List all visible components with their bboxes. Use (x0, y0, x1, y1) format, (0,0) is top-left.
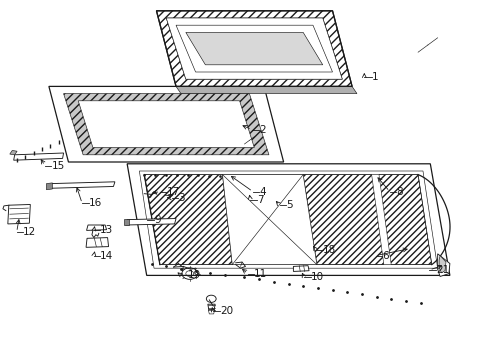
Text: 6: 6 (382, 251, 388, 261)
Polygon shape (46, 183, 52, 190)
Text: 8: 8 (395, 186, 402, 197)
Text: 2: 2 (259, 125, 265, 135)
Text: 7: 7 (256, 195, 263, 205)
Polygon shape (49, 86, 283, 162)
Text: 1: 1 (371, 72, 378, 82)
Polygon shape (125, 219, 176, 225)
Polygon shape (166, 18, 342, 79)
Polygon shape (166, 18, 342, 79)
Text: 10: 10 (310, 272, 323, 282)
Text: 21: 21 (435, 265, 448, 275)
Polygon shape (8, 204, 30, 224)
Text: 5: 5 (285, 200, 292, 210)
Text: 16: 16 (89, 198, 102, 208)
Polygon shape (222, 175, 316, 265)
Polygon shape (10, 150, 17, 155)
Polygon shape (124, 219, 129, 225)
Polygon shape (139, 171, 437, 268)
Polygon shape (176, 86, 356, 94)
Polygon shape (86, 238, 108, 247)
Polygon shape (437, 254, 449, 276)
Polygon shape (78, 101, 254, 148)
Text: 11: 11 (254, 269, 267, 279)
Polygon shape (185, 32, 322, 65)
Polygon shape (156, 11, 351, 86)
Text: 20: 20 (220, 306, 233, 316)
Text: 18: 18 (322, 245, 335, 255)
Text: 19: 19 (188, 270, 201, 280)
Text: 17: 17 (167, 186, 180, 197)
Polygon shape (14, 153, 63, 160)
Polygon shape (438, 256, 445, 273)
Polygon shape (207, 304, 215, 310)
Text: 13: 13 (100, 225, 113, 235)
Text: 14: 14 (100, 251, 113, 261)
Text: 15: 15 (51, 161, 64, 171)
Text: 12: 12 (23, 227, 36, 237)
Polygon shape (63, 94, 268, 155)
Polygon shape (86, 225, 106, 230)
Polygon shape (293, 266, 308, 271)
Polygon shape (50, 182, 115, 188)
Text: 3: 3 (178, 193, 185, 203)
Polygon shape (127, 164, 449, 275)
Polygon shape (208, 310, 214, 314)
Polygon shape (144, 175, 431, 265)
Text: 4: 4 (259, 186, 265, 197)
Text: 9: 9 (154, 215, 161, 225)
